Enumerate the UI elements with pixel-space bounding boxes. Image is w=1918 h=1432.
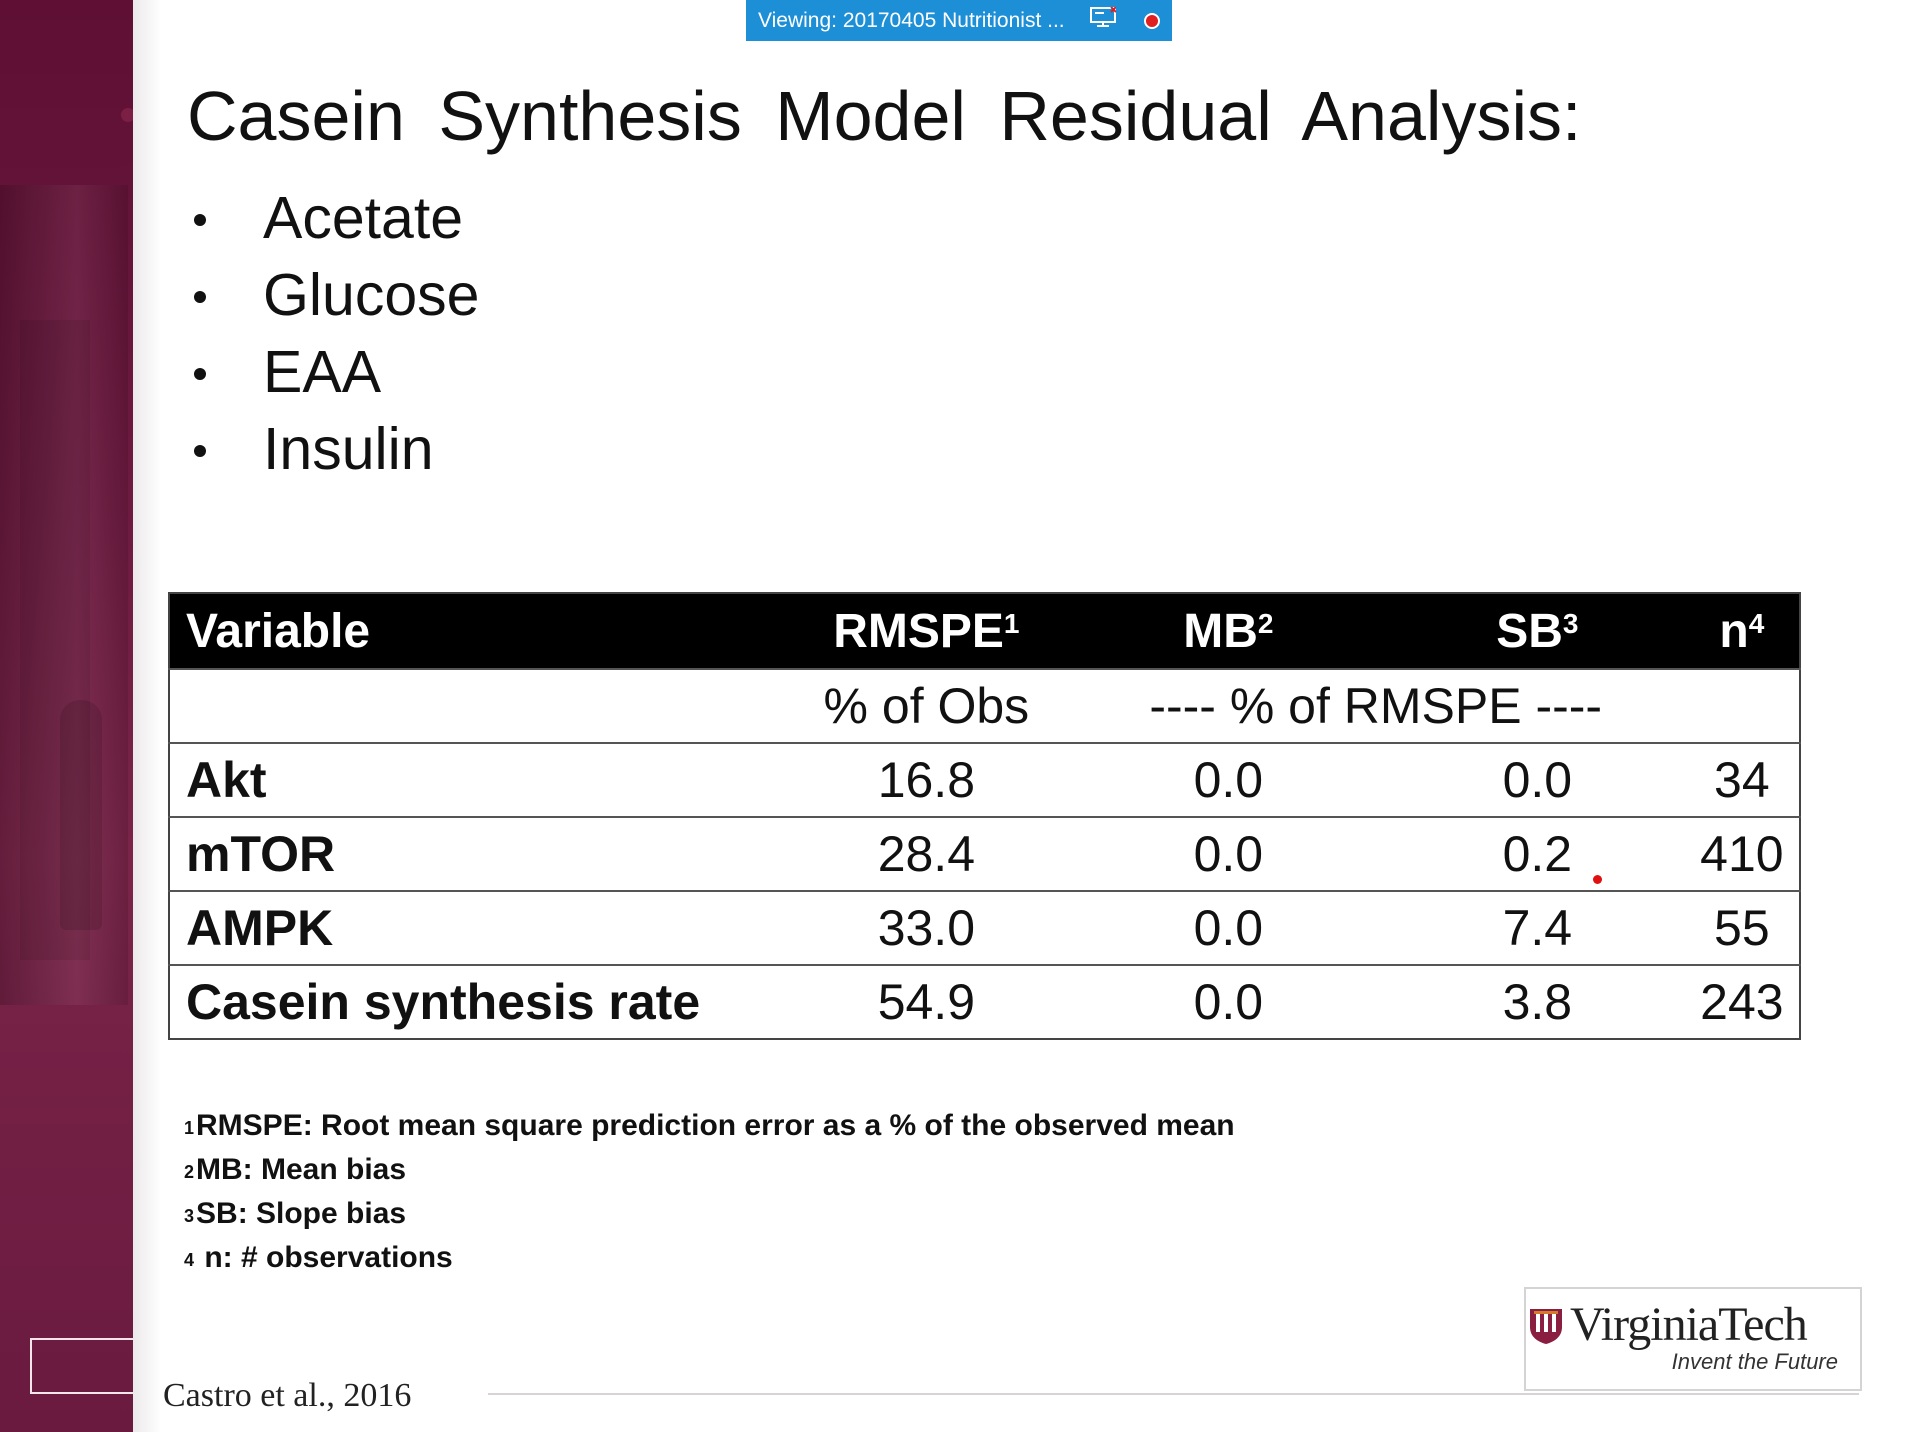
bullet-item: Acetate xyxy=(190,180,479,257)
cell-rmspe: 16.8 xyxy=(786,742,1067,817)
bullet-item: EAA xyxy=(190,334,479,411)
screen-share-icon[interactable] xyxy=(1090,7,1116,27)
table-row: mTOR 28.4 0.0 0.2 410 xyxy=(169,816,1800,891)
footnotes: 1RMSPE: Root mean square prediction erro… xyxy=(184,1104,1235,1280)
header-n: n4 xyxy=(1684,593,1800,669)
cell-n: 410 xyxy=(1684,816,1800,891)
cell-variable: AMPK xyxy=(169,890,786,965)
footnote: 3SB: Slope bias xyxy=(184,1197,407,1230)
table-header-row: Variable RMSPE1 MB2 SB3 n4 xyxy=(169,593,1800,669)
title-marker-dot xyxy=(121,108,135,122)
header-sb: SB3 xyxy=(1389,593,1685,669)
header-mb: MB2 xyxy=(1066,593,1390,669)
viewing-label: Viewing: 20170405 Nutritionist ... xyxy=(758,8,1065,32)
slide-edge-shadow xyxy=(133,0,161,1432)
cell-rmspe: 33.0 xyxy=(786,890,1067,965)
cell-n: 55 xyxy=(1684,890,1800,965)
logo-name: VirginiaTech xyxy=(1570,1298,1808,1351)
cell-variable: Casein synthesis rate xyxy=(169,964,786,1039)
cell-variable: Akt xyxy=(169,742,786,817)
slide-sidebar-decoration xyxy=(0,0,133,1432)
header-rmspe: RMSPE1 xyxy=(786,593,1067,669)
footnote: 1RMSPE: Root mean square prediction erro… xyxy=(184,1109,1235,1142)
units-bias: ---- % of RMSPE ---- xyxy=(1066,668,1685,743)
shield-icon xyxy=(1530,1309,1562,1344)
footnote: 4 n: # observations xyxy=(184,1241,453,1274)
laser-pointer-dot xyxy=(1593,875,1602,884)
units-rmspe: % of Obs xyxy=(786,668,1067,743)
cell-mb: 0.0 xyxy=(1066,742,1390,817)
bullet-dot-icon xyxy=(194,291,206,303)
cell-n: 243 xyxy=(1684,964,1800,1039)
corner-frame xyxy=(30,1338,133,1394)
footer-rule xyxy=(488,1393,1859,1395)
virginia-tech-logo: VirginiaTech Invent the Future xyxy=(1524,1287,1862,1391)
bullet-item: Insulin xyxy=(190,411,479,488)
citation: Castro et al., 2016 xyxy=(163,1377,412,1414)
cell-variable: mTOR xyxy=(169,816,786,891)
viewing-banner[interactable]: Viewing: 20170405 Nutritionist ... xyxy=(746,0,1172,41)
table-row: AMPK 33.0 0.0 7.4 55 xyxy=(169,890,1800,965)
bullet-list: Acetate Glucose EAA Insulin xyxy=(190,180,479,488)
cell-sb: 0.2 xyxy=(1389,816,1685,891)
bullet-dot-icon xyxy=(194,368,206,380)
footnote: 2MB: Mean bias xyxy=(184,1153,407,1186)
bullet-dot-icon xyxy=(194,214,206,226)
cell-sb: 7.4 xyxy=(1389,890,1685,965)
cell-sb: 0.0 xyxy=(1389,742,1685,817)
logo-tagline: Invent the Future xyxy=(1671,1349,1838,1374)
cell-n: 34 xyxy=(1684,742,1800,817)
residual-table: Variable RMSPE1 MB2 SB3 n4 % of Obs ----… xyxy=(168,592,1801,1040)
record-icon[interactable] xyxy=(1144,13,1160,29)
slide-title: Casein Synthesis Model Residual Analysis… xyxy=(187,77,1582,155)
table-row: Akt 16.8 0.0 0.0 34 xyxy=(169,742,1800,817)
bullet-dot-icon xyxy=(194,445,206,457)
header-variable: Variable xyxy=(169,593,786,669)
table-units-row: % of Obs ---- % of RMSPE ---- xyxy=(169,668,1800,743)
cell-mb: 0.0 xyxy=(1066,890,1390,965)
table-row: Casein synthesis rate 54.9 0.0 3.8 243 xyxy=(169,964,1800,1039)
building-shape xyxy=(20,320,90,960)
cell-mb: 0.0 xyxy=(1066,816,1390,891)
cell-sb: 3.8 xyxy=(1389,964,1685,1039)
building-shape xyxy=(0,185,128,1005)
bullet-item: Glucose xyxy=(190,257,479,334)
statue-shape xyxy=(60,700,102,930)
cell-rmspe: 54.9 xyxy=(786,964,1067,1039)
cell-mb: 0.0 xyxy=(1066,964,1390,1039)
cell-rmspe: 28.4 xyxy=(786,816,1067,891)
